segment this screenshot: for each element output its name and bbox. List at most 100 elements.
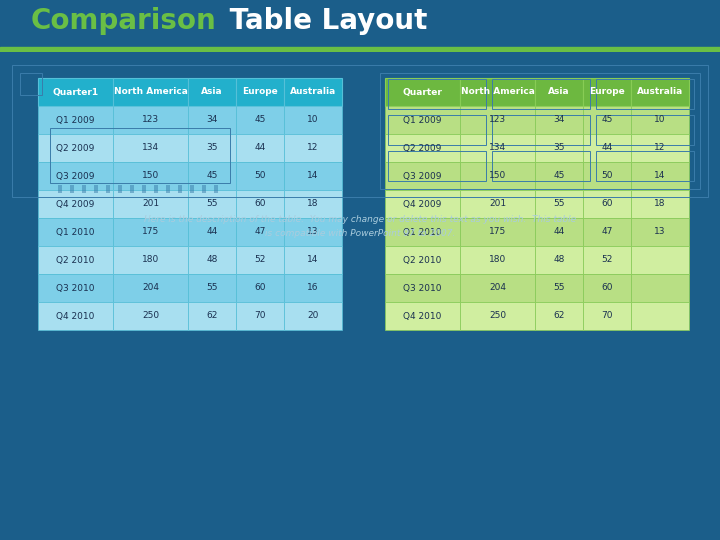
Bar <box>631 134 689 162</box>
Bar <box>631 78 689 106</box>
Text: 201: 201 <box>142 199 159 208</box>
Bar <box>106 185 110 193</box>
Bar <box>631 162 689 190</box>
Text: 60: 60 <box>601 284 613 293</box>
Text: 180: 180 <box>142 255 159 265</box>
Text: 60: 60 <box>254 199 266 208</box>
Bar <box>583 190 631 218</box>
Text: Europe: Europe <box>242 87 278 97</box>
Bar <box>583 106 631 134</box>
Bar <box>385 106 460 134</box>
Text: 45: 45 <box>553 172 564 180</box>
Bar <box>631 106 689 134</box>
Bar <box>188 218 236 246</box>
Bar <box>460 78 535 106</box>
Bar <box>284 302 342 330</box>
Bar <box>94 185 98 193</box>
Text: 201: 201 <box>489 199 506 208</box>
Bar <box>188 78 236 106</box>
Bar <box>596 115 694 145</box>
Bar <box>492 79 590 109</box>
Bar <box>142 185 146 193</box>
Bar <box>460 106 535 134</box>
Bar <box>385 246 460 274</box>
Bar <box>38 246 113 274</box>
Bar <box>113 78 188 106</box>
Bar <box>535 134 583 162</box>
Bar <box>113 190 188 218</box>
Bar <box>535 78 583 106</box>
Bar <box>188 190 236 218</box>
Bar <box>385 78 460 106</box>
Text: Quarter: Quarter <box>402 87 442 97</box>
Bar <box>492 115 590 145</box>
Text: 62: 62 <box>553 312 564 321</box>
Bar <box>460 274 535 302</box>
Text: 50: 50 <box>601 172 613 180</box>
Bar <box>631 302 689 330</box>
Bar <box>583 246 631 274</box>
Bar <box>583 218 631 246</box>
Text: Q2 2009: Q2 2009 <box>56 144 95 152</box>
Bar <box>460 162 535 190</box>
Bar <box>535 246 583 274</box>
Bar <box>154 185 158 193</box>
Text: Australia: Australia <box>290 87 336 97</box>
Text: 47: 47 <box>601 227 613 237</box>
Bar <box>38 78 113 106</box>
Text: Q1 2009: Q1 2009 <box>403 116 442 125</box>
Text: Asia: Asia <box>201 87 222 97</box>
Bar <box>113 162 188 190</box>
Text: 123: 123 <box>142 116 159 125</box>
Bar <box>166 185 170 193</box>
Bar <box>236 78 284 106</box>
Text: 48: 48 <box>207 255 217 265</box>
Bar <box>236 302 284 330</box>
Bar <box>583 274 631 302</box>
Bar <box>113 302 188 330</box>
Text: Q1 2010: Q1 2010 <box>403 227 442 237</box>
Text: 14: 14 <box>307 255 319 265</box>
Text: 45: 45 <box>601 116 613 125</box>
Bar <box>460 134 535 162</box>
Text: 134: 134 <box>489 144 506 152</box>
Bar <box>631 218 689 246</box>
Text: 35: 35 <box>553 144 564 152</box>
Text: 250: 250 <box>489 312 506 321</box>
Text: 175: 175 <box>142 227 159 237</box>
Bar <box>214 185 218 193</box>
Bar <box>188 302 236 330</box>
Bar <box>460 218 535 246</box>
Bar <box>631 190 689 218</box>
Bar <box>284 190 342 218</box>
Bar <box>188 106 236 134</box>
Bar <box>236 190 284 218</box>
Bar <box>284 106 342 134</box>
Text: 12: 12 <box>307 144 319 152</box>
Bar <box>535 302 583 330</box>
Text: is compatible with PowerPoint 97 to 2007.: is compatible with PowerPoint 97 to 2007… <box>265 230 455 239</box>
Text: 70: 70 <box>254 312 266 321</box>
Text: 62: 62 <box>207 312 217 321</box>
Text: Q4 2009: Q4 2009 <box>56 199 95 208</box>
Text: Europe: Europe <box>589 87 625 97</box>
Bar <box>535 218 583 246</box>
Bar <box>38 302 113 330</box>
Text: 250: 250 <box>142 312 159 321</box>
Text: 44: 44 <box>254 144 266 152</box>
Text: 44: 44 <box>601 144 613 152</box>
Bar <box>385 302 460 330</box>
Bar <box>583 134 631 162</box>
Text: 13: 13 <box>307 227 319 237</box>
Bar <box>236 274 284 302</box>
Bar <box>188 134 236 162</box>
Bar <box>535 190 583 218</box>
Bar <box>236 134 284 162</box>
Text: 10: 10 <box>654 116 666 125</box>
Text: Quarter1: Quarter1 <box>53 87 99 97</box>
Text: 123: 123 <box>489 116 506 125</box>
Text: 16: 16 <box>307 284 319 293</box>
Text: Q3 2009: Q3 2009 <box>403 172 442 180</box>
Text: 14: 14 <box>307 172 319 180</box>
Bar <box>113 134 188 162</box>
